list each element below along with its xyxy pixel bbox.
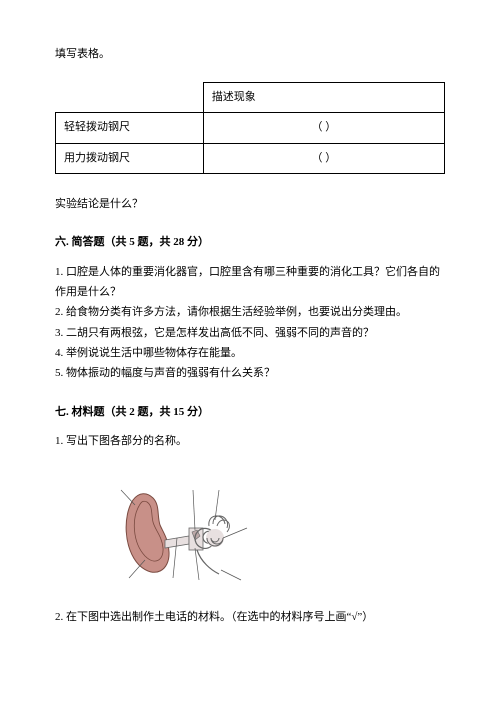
ear-pinna [126,493,169,572]
section7-title: 七. 材料题（共 2 题，共 15 分） [55,404,445,422]
section6-title: 六. 简答题（共 5 题，共 28 分） [55,234,445,252]
section6-q2: 2. 给食物分类有许多方法，请你根据生活经验举例，也要说出分类理由。 [55,302,445,322]
section6-q5: 5. 物体振动的幅度与声音的强弱有什么关系？ [55,363,445,383]
fill-table-instruction: 填写表格。 [55,46,445,64]
table-row2-label: 用力拨动钢尺 [56,143,204,174]
table-row: 用力拨动钢尺 （ ） [56,143,445,174]
table-row1-label: 轻轻拨动钢尺 [56,113,204,144]
table-row1-value: （ ） [203,113,444,144]
eustachian-tube [197,550,219,574]
section6-q1: 1. 口腔是人体的重要消化器官，口腔里含有哪三种重要的消化工具？它们各自的作用是… [55,262,445,303]
ear-canal [165,536,189,548]
ear-svg [115,470,265,585]
section6-q4: 4. 举例说说生活中哪些物体存在能量。 [55,343,445,363]
section7-q1: 1. 写出下图各部分的名称。 [55,431,445,451]
conclusion-prompt: 实验结论是什么？ [55,196,445,214]
section6-q3: 3. 二胡只有两根弦，它是怎样发出高低不同、强弱不同的声音的？ [55,323,445,343]
ear-diagram [115,470,265,585]
cochlea-fill [206,529,224,547]
phenomenon-table: 描述现象 轻轻拨动钢尺 （ ） 用力拨动钢尺 （ ） [55,82,445,175]
table-row: 描述现象 [56,82,445,113]
section7-q2: 2. 在下图中选出制作土电话的材料。（在选中的材料序号上画“√”） [55,607,445,627]
table-row2-value: （ ） [203,143,444,174]
table-row: 轻轻拨动钢尺 （ ） [56,113,445,144]
table-cell-blank [56,82,204,113]
table-header-phenomenon: 描述现象 [203,82,444,113]
